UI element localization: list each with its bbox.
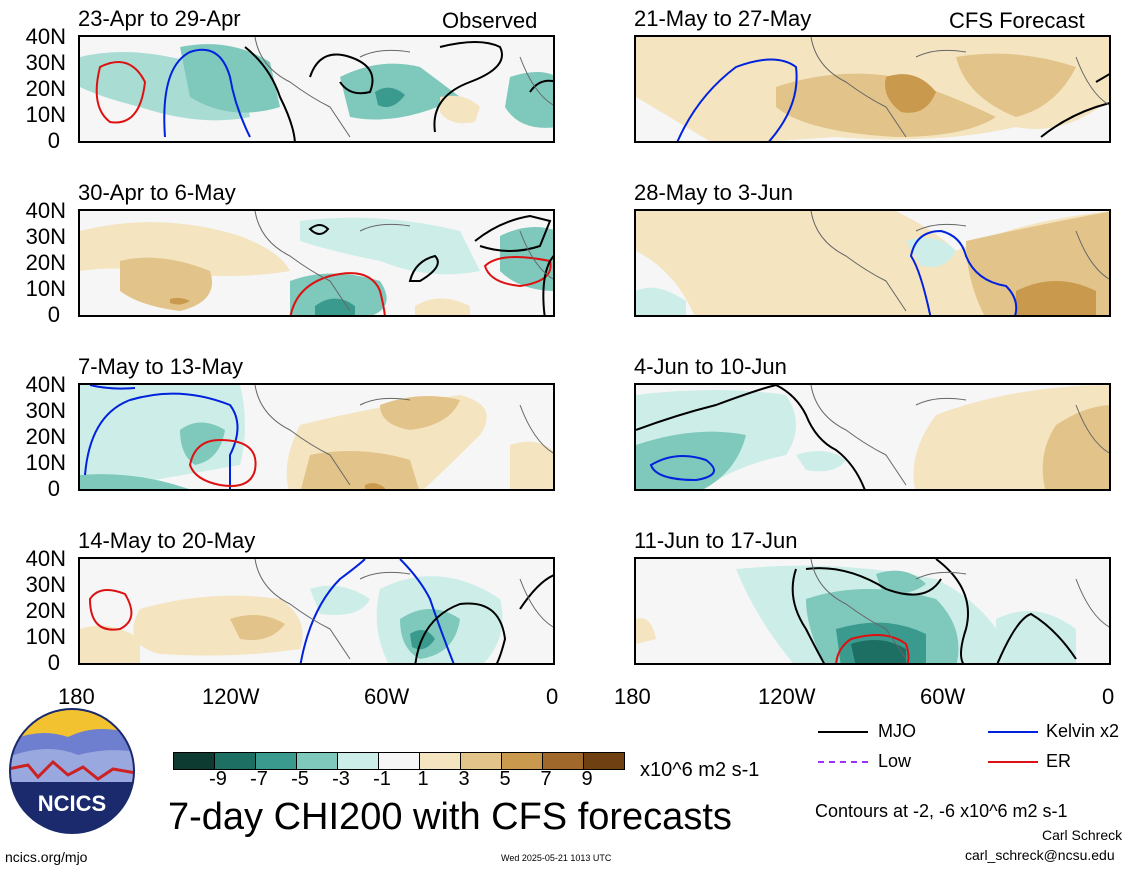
timestamp: Wed 2025-05-21 1013 UTC <box>501 853 612 863</box>
colorbar-label: -9 <box>209 768 227 790</box>
panel-title: 11-Jun to 17-Jun <box>634 528 798 553</box>
kelvin-line <box>988 731 1038 733</box>
map-panel <box>634 209 1111 317</box>
panel-title: 30-Apr to 6-May <box>78 180 236 205</box>
logo-text: NCICS <box>38 791 106 816</box>
author-name: Carl Schreck <box>1042 827 1123 843</box>
legend-kelvin: Kelvin x2 <box>1046 721 1120 741</box>
lat-tick: 10N <box>25 624 66 649</box>
map-panel <box>634 383 1111 491</box>
legend-er: ER <box>1046 751 1072 771</box>
colorbar-label: 9 <box>581 768 593 790</box>
ncics-logo: NCICS <box>8 707 136 835</box>
lat-tick: 40N <box>25 372 66 397</box>
colorbar-swatch <box>583 752 625 770</box>
mjo-line <box>818 731 868 733</box>
lat-tick: 20N <box>25 76 66 101</box>
lat-tick: 30N <box>25 572 66 597</box>
lon-tick: 0 <box>546 684 559 709</box>
lon-tick: 120W <box>758 684 816 709</box>
map-panel <box>78 35 555 143</box>
panel-title: 14-May to 20-May <box>78 528 256 553</box>
legend-mjo: MJO <box>878 721 916 741</box>
lon-tick: 60W <box>364 684 410 709</box>
lat-tick: 20N <box>25 250 66 275</box>
panel-title: 21-May to 27-May <box>634 6 812 31</box>
lat-tick: 30N <box>25 224 66 249</box>
colorbar-label: -7 <box>250 768 268 790</box>
lon-tick: 60W <box>920 684 966 709</box>
main-title: 7-day CHI200 with CFS forecasts <box>168 796 732 838</box>
er-line <box>988 761 1038 763</box>
lat-tick: 20N <box>25 598 66 623</box>
colorbar-label: -3 <box>332 768 350 790</box>
map-panel <box>78 383 555 491</box>
map-panel <box>634 557 1111 665</box>
map-panel <box>78 209 555 317</box>
lat-tick: 10N <box>25 450 66 475</box>
colorbar-label: 5 <box>499 768 511 790</box>
colorbar-label: 1 <box>417 768 429 790</box>
legend-low: Low <box>878 751 912 771</box>
lat-tick: 30N <box>25 398 66 423</box>
lon-tick: 180 <box>614 684 651 709</box>
colorbar-label: 3 <box>458 768 470 790</box>
lat-tick: 30N <box>25 50 66 75</box>
lat-tick: 10N <box>25 276 66 301</box>
lat-tick: 0 <box>47 650 60 675</box>
lat-tick: 10N <box>25 102 66 127</box>
observed-label: Observed <box>442 8 538 33</box>
panel-title: 23-Apr to 29-Apr <box>78 6 241 31</box>
lat-tick: 40N <box>25 546 66 571</box>
lon-tick: 0 <box>1102 684 1115 709</box>
lat-tick: 40N <box>25 198 66 223</box>
colorbar-label: 7 <box>540 768 552 790</box>
lat-tick: 20N <box>25 424 66 449</box>
map-panel <box>78 557 555 665</box>
low-line <box>818 761 868 763</box>
panel-title: 28-May to 3-Jun <box>634 180 793 205</box>
contour-note: Contours at -2, -6 x10^6 m2 s-1 <box>815 801 1068 821</box>
colorbar-label: -1 <box>373 768 391 790</box>
cfs-forecast-label: CFS Forecast <box>949 8 1085 33</box>
author-email[interactable]: carl_schreck@ncsu.edu <box>965 847 1115 863</box>
lat-tick: 0 <box>47 302 60 327</box>
lat-tick: 0 <box>47 476 60 501</box>
panel-title: 7-May to 13-May <box>78 354 244 379</box>
lon-tick: 180 <box>58 684 95 709</box>
site-url[interactable]: ncics.org/mjo <box>5 849 88 865</box>
colorbar-label: -5 <box>291 768 309 790</box>
lat-tick: 0 <box>47 128 60 153</box>
lat-tick: 40N <box>25 24 66 49</box>
panel-title: 4-Jun to 10-Jun <box>634 354 787 379</box>
map-panel <box>634 35 1111 143</box>
lon-tick: 120W <box>202 684 260 709</box>
colorbar-units: x10^6 m2 s-1 <box>640 759 760 781</box>
